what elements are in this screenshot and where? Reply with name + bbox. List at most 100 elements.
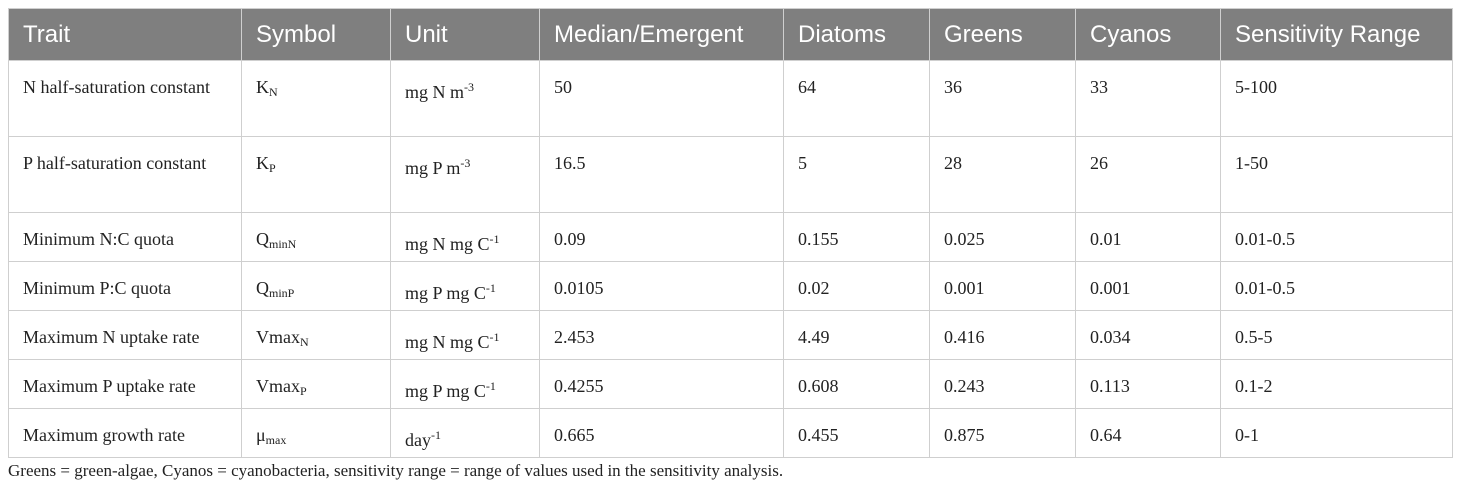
table-cell: 36 xyxy=(929,60,1076,137)
table-cell: 0.01-0.5 xyxy=(1220,212,1453,262)
header-cell: Greens xyxy=(929,8,1076,61)
superscript: -1 xyxy=(489,232,500,246)
table-cell: 0.875 xyxy=(929,408,1076,458)
table-cell: 0-1 xyxy=(1220,408,1453,458)
superscript: -3 xyxy=(464,80,475,94)
table-row: Maximum N uptake rate VmaxN mg N mg C-1 2.4… xyxy=(8,310,1453,360)
table-cell: 5 xyxy=(783,136,930,213)
table-cell: 0.5-5 xyxy=(1220,310,1453,360)
table-cell: VmaxP xyxy=(241,359,391,409)
table-cell: 0.608 xyxy=(783,359,930,409)
table-cell: 50 xyxy=(539,60,784,137)
table-cell: mg N mg C-1 xyxy=(390,212,540,262)
cell-text: Vmax xyxy=(256,327,300,347)
table-cell: P half-saturation constant xyxy=(8,136,242,213)
table-cell: mg P m-3 xyxy=(390,136,540,213)
table-cell: 5-100 xyxy=(1220,60,1453,137)
table-cell: 26 xyxy=(1075,136,1221,213)
table-cell: Maximum growth rate xyxy=(8,408,242,458)
table-cell: 28 xyxy=(929,136,1076,213)
table-cell: QminP xyxy=(241,261,391,311)
table-cell: day-1 xyxy=(390,408,540,458)
table-row: Minimum N:C quota QminN mg N mg C-1 0.09 0.1… xyxy=(8,212,1453,262)
superscript: -1 xyxy=(485,281,496,295)
table-cell: Maximum P uptake rate xyxy=(8,359,242,409)
table-cell: 2.453 xyxy=(539,310,784,360)
cell-text: mg N mg C xyxy=(405,234,490,254)
header-row: Trait Symbol Unit Median/Emergent Diatoms Gre… xyxy=(8,8,1453,61)
table-cell: 0.665 xyxy=(539,408,784,458)
subscript: minN xyxy=(269,237,297,251)
header-cell: Diatoms xyxy=(783,8,930,61)
table-cell: QminN xyxy=(241,212,391,262)
table-cell: mg P mg C-1 xyxy=(390,261,540,311)
table-cell: 0.1-2 xyxy=(1220,359,1453,409)
table-cell: 0.09 xyxy=(539,212,784,262)
table-row: Maximum P uptake rate VmaxP mg P mg C-1 0.4… xyxy=(8,359,1453,409)
table-cell: 0.01 xyxy=(1075,212,1221,262)
header-cell: Cyanos xyxy=(1075,8,1221,61)
header-cell: Median/Emergent xyxy=(539,8,784,61)
table-cell: 64 xyxy=(783,60,930,137)
table-cell: 0.155 xyxy=(783,212,930,262)
cell-text: Q xyxy=(256,229,269,249)
subscript: N xyxy=(269,85,278,99)
table-cell: 0.02 xyxy=(783,261,930,311)
cell-text: Vmax xyxy=(256,376,300,396)
table-cell: mg N m-3 xyxy=(390,60,540,137)
subscript: P xyxy=(300,384,307,398)
table-cell: 33 xyxy=(1075,60,1221,137)
subscript: max xyxy=(265,433,287,447)
superscript: -3 xyxy=(460,156,471,170)
table-cell: 0.455 xyxy=(783,408,930,458)
subscript: minP xyxy=(269,286,295,300)
table-cell: 0.01-0.5 xyxy=(1220,261,1453,311)
cell-text: mg P m xyxy=(405,158,461,178)
cell-text: Q xyxy=(256,278,269,298)
superscript: -1 xyxy=(485,379,496,393)
table-cell: μmax xyxy=(241,408,391,458)
header-cell: Unit xyxy=(390,8,540,61)
table-cell: 0.001 xyxy=(1075,261,1221,311)
header-cell: Symbol xyxy=(241,8,391,61)
table-cell: 0.4255 xyxy=(539,359,784,409)
table-cell: 0.113 xyxy=(1075,359,1221,409)
subscript: P xyxy=(269,161,276,175)
table-cell: 0.416 xyxy=(929,310,1076,360)
table-cell: N half-saturation constant xyxy=(8,60,242,137)
footnote: Greens = green-algae, Cyanos = cyanobact… xyxy=(8,461,784,480)
superscript: -1 xyxy=(431,428,441,442)
trait-table: Trait Symbol Unit Median/Emergent Diatoms Gre… xyxy=(8,8,1453,458)
table-cell: 0.025 xyxy=(929,212,1076,262)
table-cell: KP xyxy=(241,136,391,213)
table-cell: 0.243 xyxy=(929,359,1076,409)
table-cell: mg N mg C-1 xyxy=(390,310,540,360)
cell-text: mg N m xyxy=(405,82,465,102)
cell-text: mg P mg C xyxy=(405,381,486,401)
table-cell: Minimum N:C quota xyxy=(8,212,242,262)
table-row: Minimum P:C quota QminP mg P mg C-1 0.0105 0… xyxy=(8,261,1453,311)
cell-text: μ xyxy=(256,425,266,445)
table-cell: VmaxN xyxy=(241,310,391,360)
subscript: N xyxy=(300,335,309,349)
table-row: N half-saturation constant KN mg N m-3 50 64… xyxy=(8,60,1453,137)
table-cell: 4.49 xyxy=(783,310,930,360)
cell-text: K xyxy=(256,77,269,97)
table-cell: 0.0105 xyxy=(539,261,784,311)
table-cell: 0.034 xyxy=(1075,310,1221,360)
table-cell: 16.5 xyxy=(539,136,784,213)
table-cell: 1-50 xyxy=(1220,136,1453,213)
table-cell: mg P mg C-1 xyxy=(390,359,540,409)
header-cell: Sensitivity Range xyxy=(1220,8,1453,61)
cell-text: mg P mg C xyxy=(405,283,486,303)
cell-text: mg N mg C xyxy=(405,332,490,352)
table-cell: 0.001 xyxy=(929,261,1076,311)
table-cell: 0.64 xyxy=(1075,408,1221,458)
superscript: -1 xyxy=(489,330,500,344)
cell-text: day xyxy=(405,430,431,450)
table-cell: KN xyxy=(241,60,391,137)
table-cell: Minimum P:C quota xyxy=(8,261,242,311)
table-body: N half-saturation constant KN mg N m-3 50 64… xyxy=(8,60,1453,458)
table-row: Maximum growth rate μmax day-1 0.665 0.455 0.… xyxy=(8,408,1453,458)
